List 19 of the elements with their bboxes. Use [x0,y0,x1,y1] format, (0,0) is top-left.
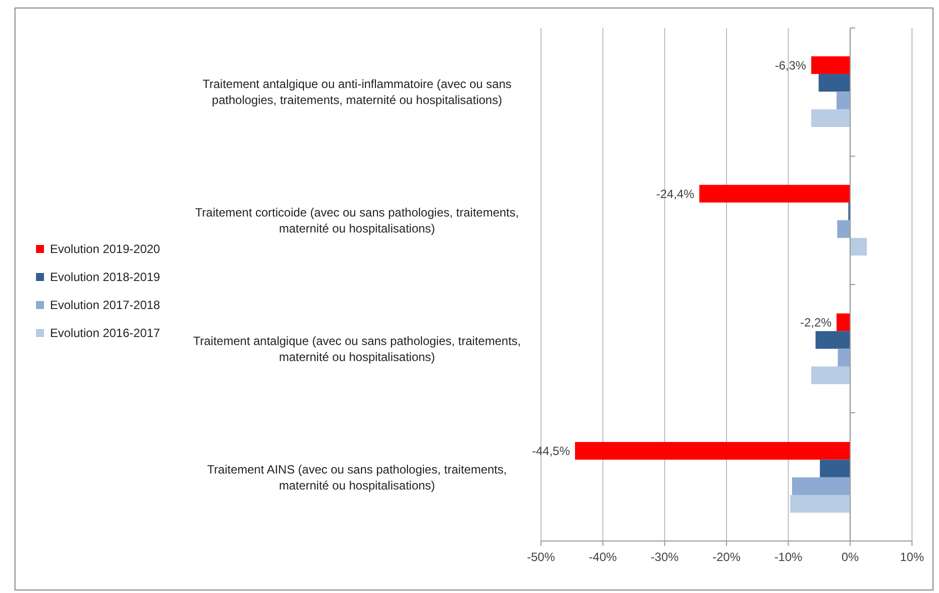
data-label: -6,3% [774,58,807,72]
y-tick-label: Traitement antalgique (avec ou sans pathologies, traitements, maternité ou hospitalisations) [193,334,521,364]
x-tick-label: -10% [774,550,803,564]
y-tick-label: Traitement antalgique ou anti-inflammatoire (avec ou sans pathologies, traitements, maternité ou hospitalisations) [202,76,512,107]
data-label: -2,2% [800,315,832,330]
x-tick-label: -20% [712,550,741,564]
x-tick-label: 0% [841,550,860,564]
legend-label: Evolution 2017-2018 [50,298,160,312]
legend-label: Evolution 2018-2019 [50,270,160,284]
x-tick-label: -30% [650,550,680,564]
y-tick-label: Traitement corticoide (avec ou sans pathologies, traitements, maternité ou hospitalisations) [195,205,519,236]
x-tick-label: -50% [526,550,556,564]
x-tick-label: 10% [900,550,924,564]
legend-label: Evolution 2019-2020 [50,242,160,256]
x-tick-label: -40% [588,550,618,564]
data-label: -24,4% [656,186,695,201]
y-tick-label: Traitement AINS (avec ou sans pathologies, traitements, maternité ou hospitalisations) [207,462,507,493]
legend-label: Evolution 2016-2017 [50,326,160,340]
data-label: -44,5% [532,444,570,458]
